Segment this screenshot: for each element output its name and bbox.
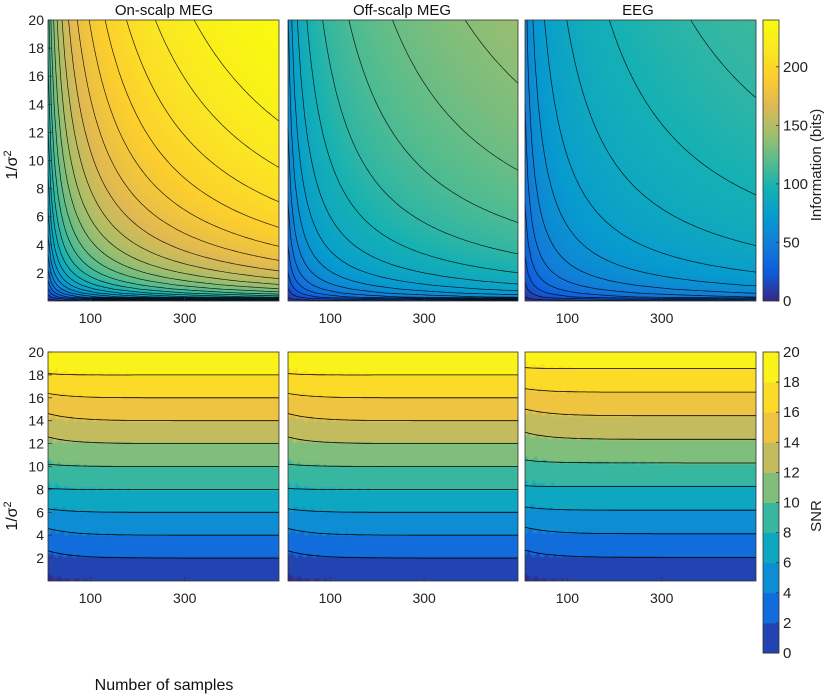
colorbar-band-bottom-14 <box>763 412 779 443</box>
x-tick-label-top-off-scalp-meg-100: 100 <box>319 310 343 326</box>
colorbar-tick-label-bottom-0: 0 <box>783 645 791 662</box>
colorbar-tick-label-bottom-8: 8 <box>783 525 791 542</box>
colorbar-label-information: Information (bits) <box>808 109 825 222</box>
y-tick-label-bottom-14: 14 <box>28 413 44 429</box>
colorbar-band-bottom-8 <box>763 502 779 534</box>
y-tick-label-top-10: 10 <box>28 153 44 169</box>
x-tick-label-bottom-eeg-300: 300 <box>650 590 674 606</box>
colorbar-band-bottom-10 <box>763 472 779 503</box>
colorbar-tick-label-bottom-20: 20 <box>783 344 800 361</box>
colorbar-band-bottom-4 <box>763 562 779 594</box>
title-eeg: EEG <box>622 2 654 19</box>
y-tick-label-top-12: 12 <box>28 124 44 140</box>
x-tick-label-bottom-off-scalp-meg-100: 100 <box>319 590 343 606</box>
y-tick-label-top-4: 4 <box>36 237 44 253</box>
y-tick-label-top-20: 20 <box>28 12 44 28</box>
colorbar-frame-top <box>762 19 780 302</box>
colorbar-tick-label-bottom-4: 4 <box>783 585 791 602</box>
axes-frame-top-off-scalp-meg <box>287 19 519 302</box>
colorbar-tick-label-top-0: 0 <box>783 293 791 310</box>
colorbar-tick-label-bottom-10: 10 <box>783 495 800 512</box>
title-off-scalp-meg: Off-scalp MEG <box>353 2 451 19</box>
y-tick-label-top-14: 14 <box>28 96 44 112</box>
x-tick-label-bottom-off-scalp-meg-300: 300 <box>412 590 436 606</box>
axes-frame-bottom-off-scalp-meg <box>287 351 519 582</box>
y-axis-label-top: 1/σ2 <box>2 150 21 179</box>
x-tick-label-bottom-on-scalp-meg-300: 300 <box>173 590 197 606</box>
y-tick-label-bottom-16: 16 <box>28 390 44 406</box>
x-tick-label-top-off-scalp-meg-300: 300 <box>412 310 436 326</box>
colorbar-band-bottom-2 <box>763 592 779 624</box>
y-tick-label-bottom-20: 20 <box>28 344 44 360</box>
colorbar-tick-label-bottom-18: 18 <box>783 374 800 391</box>
panel-frames <box>47 19 757 582</box>
x-axis-label: Number of samples <box>95 677 234 694</box>
colorbar-label-snr: SNR <box>808 500 825 532</box>
colorbar-tick-label-top-100: 100 <box>783 176 808 193</box>
x-tick-label-top-eeg-100: 100 <box>556 310 580 326</box>
y-tick-label-top-2: 2 <box>36 265 44 281</box>
colorbar-tick-label-bottom-14: 14 <box>783 434 800 451</box>
colorbar-band-bottom-6 <box>763 532 779 564</box>
snr-map-eeg <box>525 352 756 581</box>
colorbar-band-bottom-18 <box>763 352 779 383</box>
y-tick-label-top-16: 16 <box>28 68 44 84</box>
colorbar-tick-label-bottom-6: 6 <box>783 555 791 572</box>
y-tick-label-bottom-2: 2 <box>36 550 44 566</box>
y-tick-label-top-18: 18 <box>28 40 44 56</box>
axes-frame-top-eeg <box>524 19 757 302</box>
y-tick-label-bottom-18: 18 <box>28 367 44 383</box>
colorbar-band-bottom-12 <box>763 442 779 473</box>
colorbar-band-bottom-16 <box>763 382 779 413</box>
information-map-off-scalp-meg <box>288 20 518 301</box>
contours-snr-eeg <box>524 367 756 558</box>
title-on-scalp-meg: On-scalp MEG <box>115 2 213 19</box>
colorbar-gradient-top <box>763 20 779 301</box>
x-tick-label-bottom-on-scalp-meg-100: 100 <box>79 590 103 606</box>
y-tick-label-top-6: 6 <box>36 209 44 225</box>
y-tick-label-bottom-12: 12 <box>28 436 44 452</box>
information-map-on-scalp-meg <box>48 20 279 301</box>
colorbar-tick-label-top-50: 50 <box>783 234 800 251</box>
colorbar-tick-label-top-200: 200 <box>783 59 808 76</box>
contours-information-on-scalp-meg <box>47 19 280 302</box>
information-map-eeg <box>525 20 756 301</box>
colorbars: 0 50 100 150 200 0 2 4 6 8 10 12 14 16 18 20 <box>762 19 808 662</box>
x-tick-label-top-on-scalp-meg-300: 300 <box>173 310 197 326</box>
colorbar-tick-label-bottom-2: 2 <box>783 615 791 632</box>
colorbar-band-bottom-0 <box>763 622 779 654</box>
colorbar-tick-label-bottom-16: 16 <box>783 404 800 421</box>
y-axis-label-bottom: 1/σ2 <box>2 501 21 530</box>
x-tick-label-top-eeg-300: 300 <box>650 310 674 326</box>
colorbar-tick-label-bottom-12: 12 <box>783 464 800 481</box>
axis-ticks: 2 4 6 8 10 12 14 16 18 20 100 300 100 300 100 300 2 4 6 8 10… <box>28 12 673 606</box>
y-tick-label-bottom-4: 4 <box>36 527 44 543</box>
x-tick-label-top-on-scalp-meg-100: 100 <box>79 310 103 326</box>
y-tick-label-bottom-10: 10 <box>28 459 44 475</box>
y-tick-label-bottom-8: 8 <box>36 481 44 497</box>
axes-frame-bottom-eeg <box>524 351 757 582</box>
y-tick-label-bottom-6: 6 <box>36 504 44 520</box>
x-tick-label-bottom-eeg-100: 100 <box>556 590 580 606</box>
y-tick-label-top-8: 8 <box>36 181 44 197</box>
colorbar-tick-label-top-150: 150 <box>783 117 808 134</box>
